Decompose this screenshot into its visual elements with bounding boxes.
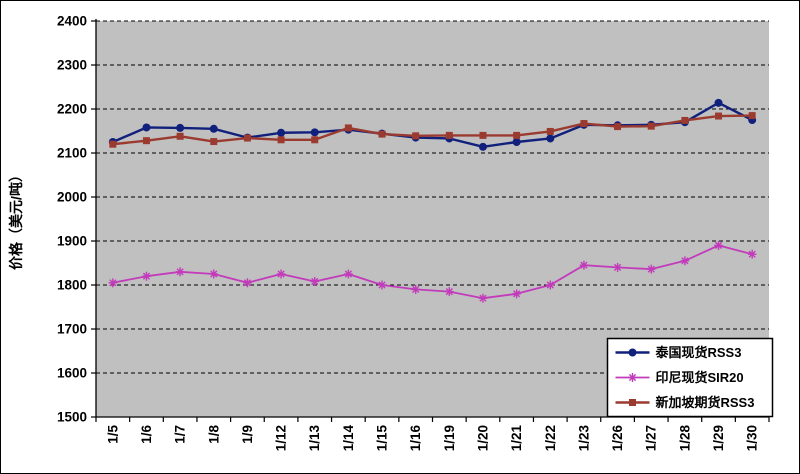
x-tick-label: 1/14 (341, 425, 356, 452)
marker-asterisk (445, 287, 454, 297)
legend-entry-0: 泰国现货RSS3 (615, 345, 742, 360)
marker-asterisk (579, 260, 589, 270)
marker-square (715, 112, 723, 120)
series-line-0 (112, 101, 753, 149)
marker-asterisk (478, 293, 488, 303)
y-tick-label: 2300 (57, 58, 87, 73)
marker-square (210, 138, 218, 146)
marker-square (243, 134, 251, 142)
x-tick-label: 1/21 (509, 425, 524, 452)
marker-asterisk (243, 278, 252, 288)
x-tick-label: 1/16 (408, 425, 423, 452)
marker-square (412, 132, 420, 140)
marker-square (629, 399, 636, 406)
marker-asterisk (613, 262, 622, 272)
x-tick-label: 1/26 (610, 425, 625, 452)
legend-entry-1: 印尼现货SIR20 (615, 370, 744, 385)
y-tick-label: 1800 (57, 278, 87, 293)
y-tick-label: 2100 (57, 146, 87, 161)
marker-circle (310, 128, 319, 137)
marker-asterisk (344, 269, 353, 279)
x-tick-label: 1/13 (307, 425, 322, 452)
marker-square (142, 137, 150, 145)
marker-square (445, 131, 453, 139)
x-tick-label: 1/6 (139, 425, 154, 444)
marker-square (277, 136, 285, 144)
marker-circle (478, 142, 487, 151)
y-tick-label: 1700 (57, 322, 87, 337)
marker-square (546, 127, 554, 135)
marker-square (614, 123, 622, 131)
y-tick-label: 2200 (57, 102, 87, 117)
marker-circle (546, 134, 555, 143)
marker-square (748, 112, 756, 120)
marker-square (109, 140, 117, 148)
marker-asterisk (546, 280, 555, 290)
marker-asterisk (377, 280, 387, 290)
series-1 (108, 240, 757, 303)
marker-asterisk (276, 269, 286, 279)
marker-square (647, 122, 655, 130)
x-tick-label: 1/9 (240, 425, 255, 444)
marker-asterisk (680, 256, 690, 266)
marker-asterisk (310, 276, 319, 286)
x-tick-label: 1/28 (677, 425, 692, 452)
x-tick-label: 1/15 (375, 425, 390, 452)
marker-circle (142, 123, 151, 132)
x-tick-label: 1/5 (105, 425, 120, 444)
series-line-2 (112, 114, 753, 146)
y-tick-label: 2000 (57, 190, 87, 205)
marker-asterisk (209, 269, 218, 279)
y-tick-label: 1500 (57, 410, 87, 425)
x-tick-label: 1/23 (576, 425, 591, 452)
x-tick-label: 1/7 (173, 425, 188, 444)
legend-label: 印尼现货SIR20 (656, 370, 744, 385)
marker-circle (209, 124, 218, 133)
x-tick-label: 1/22 (543, 425, 558, 451)
legend-entry-2: 新加坡期货RSS3 (615, 395, 755, 410)
series-2 (109, 112, 756, 148)
marker-asterisk (714, 240, 723, 250)
marker-square (378, 130, 386, 138)
x-tick-label: 1/27 (644, 425, 659, 451)
y-axis-title: 价格（美元/吨） (8, 168, 24, 270)
marker-circle (714, 98, 723, 107)
x-tick-label: 1/8 (206, 425, 221, 444)
legend-label: 新加坡期货RSS3 (656, 395, 755, 410)
marker-asterisk (175, 267, 185, 277)
x-tick-label: 1/19 (442, 425, 457, 451)
marker-square (580, 120, 588, 128)
x-tick-label: 1/12 (274, 425, 289, 451)
marker-circle (176, 123, 185, 132)
marker-circle (512, 138, 521, 146)
y-tick-label: 1900 (57, 234, 87, 249)
marker-square (681, 116, 689, 124)
marker-asterisk (647, 264, 656, 274)
x-tick-label: 1/20 (475, 425, 490, 451)
marker-asterisk (512, 289, 521, 299)
legend: 泰国现货RSS3 印尼现货SIR20 新加坡期货RSS3 (606, 337, 774, 418)
marker-square (513, 131, 521, 139)
marker-circle (628, 348, 637, 357)
marker-asterisk (628, 373, 637, 382)
marker-circle (277, 128, 286, 137)
series-line-1 (112, 244, 753, 300)
y-tick-label: 1600 (57, 366, 87, 381)
marker-square (176, 132, 184, 140)
marker-square (344, 124, 352, 132)
legend-label: 泰国现货RSS3 (655, 345, 742, 360)
marker-asterisk (142, 271, 151, 281)
marker-square (311, 136, 319, 144)
x-tick-label: 1/30 (745, 425, 760, 451)
x-tick-label: 1/29 (711, 425, 726, 451)
marker-asterisk (747, 249, 757, 259)
marker-asterisk (411, 284, 420, 294)
y-tick-label: 2400 (57, 14, 87, 29)
marker-asterisk (108, 278, 118, 288)
marker-square (479, 131, 487, 139)
